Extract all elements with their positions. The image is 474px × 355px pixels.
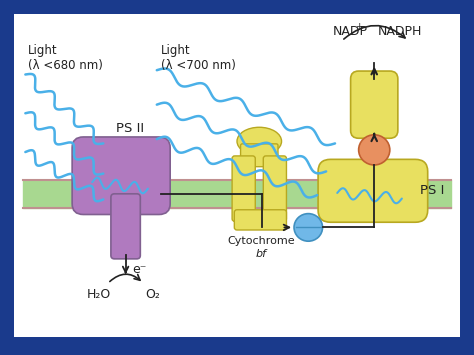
Text: H₂O: H₂O xyxy=(87,288,111,301)
Text: PS I: PS I xyxy=(419,184,444,197)
Text: NADPH: NADPH xyxy=(377,25,422,38)
FancyBboxPatch shape xyxy=(72,137,170,214)
Text: Light
(λ <680 nm): Light (λ <680 nm) xyxy=(27,44,102,72)
Text: bf: bf xyxy=(256,249,267,259)
Text: e⁻: e⁻ xyxy=(132,263,146,276)
Text: O₂: O₂ xyxy=(145,288,160,301)
FancyBboxPatch shape xyxy=(263,156,286,222)
FancyBboxPatch shape xyxy=(318,159,428,222)
Text: Cytochrome: Cytochrome xyxy=(228,236,295,246)
Circle shape xyxy=(359,135,390,165)
Text: Light
(λ <700 nm): Light (λ <700 nm) xyxy=(161,44,236,72)
FancyBboxPatch shape xyxy=(241,144,278,167)
Ellipse shape xyxy=(237,127,282,155)
Text: NADP: NADP xyxy=(333,25,368,38)
FancyBboxPatch shape xyxy=(111,194,140,259)
Text: PS II: PS II xyxy=(116,122,144,135)
Text: +: + xyxy=(355,22,363,31)
FancyBboxPatch shape xyxy=(351,71,398,138)
FancyBboxPatch shape xyxy=(234,210,286,230)
FancyBboxPatch shape xyxy=(232,156,255,222)
Circle shape xyxy=(294,214,322,241)
